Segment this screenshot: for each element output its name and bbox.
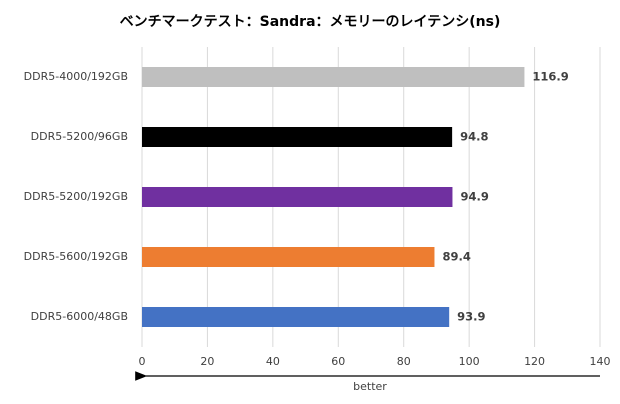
bar: [142, 67, 525, 87]
bar: [142, 307, 450, 327]
value-label: 94.8: [460, 130, 488, 144]
value-label: 116.9: [532, 70, 568, 84]
x-tick-label: 140: [590, 355, 611, 368]
value-label: 89.4: [442, 250, 470, 264]
x-tick-label: 60: [331, 355, 345, 368]
x-tick-label: 20: [200, 355, 214, 368]
x-tick-label: 0: [139, 355, 146, 368]
bar: [142, 247, 435, 267]
bar: [142, 187, 453, 207]
x-tick-label: 100: [459, 355, 480, 368]
annotation: better: [353, 380, 387, 393]
value-label: 93.9: [457, 310, 485, 324]
x-tick-label: 120: [524, 355, 545, 368]
chart-title: ベンチマークテスト：Sandra：メモリーのレイテンシ(ns): [120, 14, 501, 30]
y-tick-label: DDR5-5600/192GB: [24, 250, 128, 263]
y-tick-label: DDR5-5200/96GB: [31, 130, 128, 143]
x-tick-label: 40: [266, 355, 280, 368]
value-label: 94.9: [460, 190, 488, 204]
x-tick-label: 80: [397, 355, 411, 368]
y-tick-label: DDR5-6000/48GB: [31, 310, 128, 323]
y-tick-label: DDR5-4000/192GB: [24, 70, 128, 83]
y-tick-label: DDR5-5200/192GB: [24, 190, 128, 203]
bar: [142, 127, 453, 147]
